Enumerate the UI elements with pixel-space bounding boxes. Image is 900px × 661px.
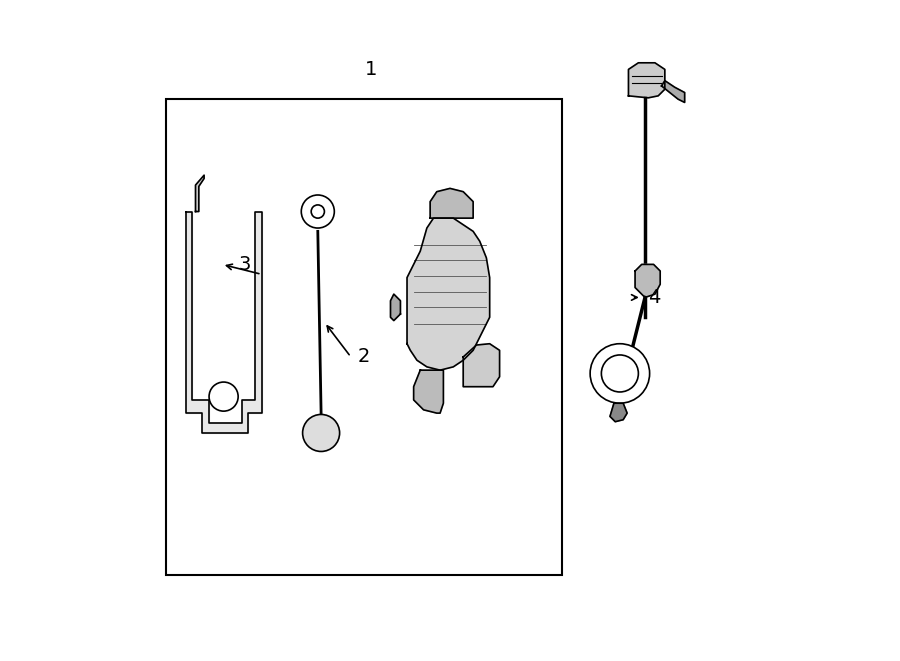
Circle shape <box>209 382 238 411</box>
Polygon shape <box>635 264 661 297</box>
Circle shape <box>601 355 638 392</box>
Text: 3: 3 <box>238 255 251 274</box>
Text: 4: 4 <box>648 288 661 307</box>
Circle shape <box>302 414 339 451</box>
Polygon shape <box>195 175 204 212</box>
Text: 2: 2 <box>357 348 370 366</box>
Circle shape <box>302 195 334 228</box>
Polygon shape <box>407 218 490 370</box>
Polygon shape <box>391 294 401 321</box>
Bar <box>166 99 562 575</box>
Polygon shape <box>185 212 262 433</box>
Polygon shape <box>464 344 500 387</box>
Polygon shape <box>610 403 627 422</box>
Polygon shape <box>414 370 444 413</box>
Polygon shape <box>628 63 665 98</box>
Text: 1: 1 <box>364 60 377 79</box>
Polygon shape <box>430 188 473 218</box>
Circle shape <box>311 205 324 218</box>
Polygon shape <box>662 81 685 102</box>
Circle shape <box>590 344 650 403</box>
